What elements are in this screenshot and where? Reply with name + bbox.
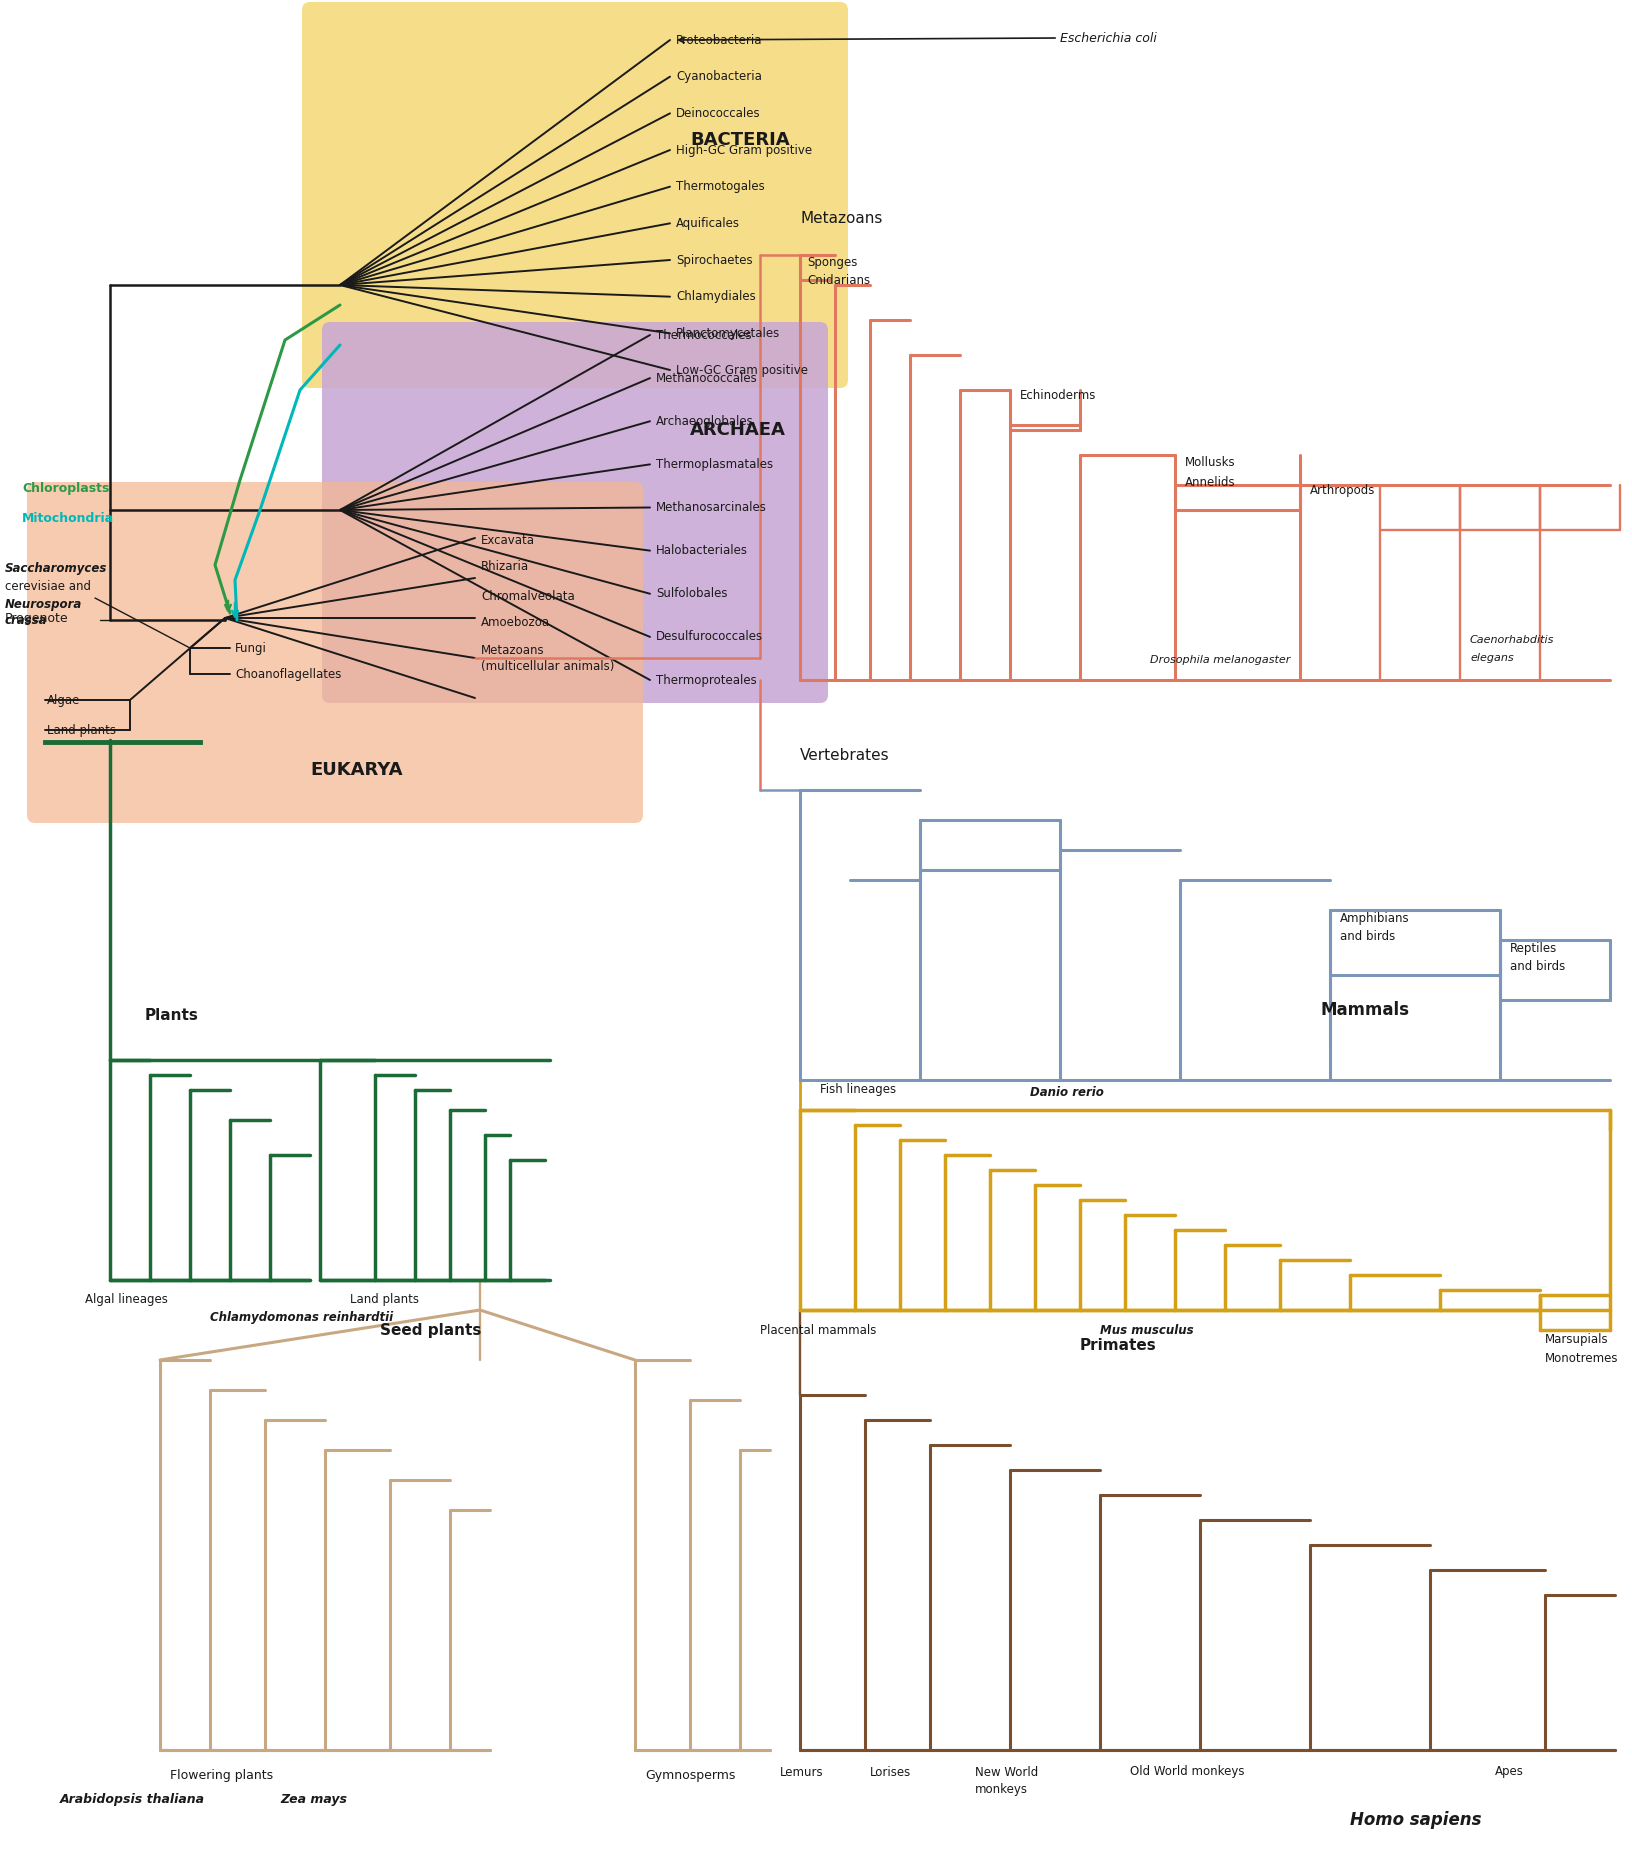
Text: and birds: and birds xyxy=(1340,930,1395,943)
Text: Proteobacteria: Proteobacteria xyxy=(676,33,762,46)
Text: Placental mammals: Placental mammals xyxy=(761,1324,876,1337)
Text: Land plants: Land plants xyxy=(349,1293,419,1306)
Text: Echinoderms: Echinoderms xyxy=(1020,389,1097,402)
Text: Rhizaria: Rhizaria xyxy=(481,560,529,573)
Text: Thermococcales: Thermococcales xyxy=(656,329,752,342)
FancyBboxPatch shape xyxy=(302,2,849,389)
Text: Mammals: Mammals xyxy=(1320,1001,1408,1019)
Text: Planctomycetales: Planctomycetales xyxy=(676,327,780,340)
Text: elegans: elegans xyxy=(1470,653,1513,662)
Text: Caenorhabditis: Caenorhabditis xyxy=(1470,634,1554,645)
Text: Sulfolobales: Sulfolobales xyxy=(656,588,728,601)
Text: Amphibians: Amphibians xyxy=(1340,911,1410,924)
Text: cerevisiae and: cerevisiae and xyxy=(5,580,91,593)
Text: High-GC Gram positive: High-GC Gram positive xyxy=(676,143,813,156)
Text: Chloroplasts: Chloroplasts xyxy=(21,482,109,495)
Text: Annelids: Annelids xyxy=(1185,476,1235,489)
FancyBboxPatch shape xyxy=(322,322,827,703)
Text: Methanosarcinales: Methanosarcinales xyxy=(656,500,767,513)
Text: Metazoans: Metazoans xyxy=(800,210,883,225)
Text: Land plants: Land plants xyxy=(47,724,116,737)
Text: Methanococcales: Methanococcales xyxy=(656,372,757,385)
Text: Arthropods: Arthropods xyxy=(1310,484,1376,497)
Text: Gymnosperms: Gymnosperms xyxy=(645,1769,736,1782)
Text: Chlamydiales: Chlamydiales xyxy=(676,290,756,303)
Text: Plants: Plants xyxy=(145,1008,199,1023)
Text: Fungi: Fungi xyxy=(235,642,268,655)
Text: and birds: and birds xyxy=(1510,960,1565,973)
Text: Old World monkeys: Old World monkeys xyxy=(1129,1765,1245,1778)
Text: Metazoans: Metazoans xyxy=(481,644,545,657)
Text: Seed plants: Seed plants xyxy=(380,1322,481,1337)
Text: Reptiles: Reptiles xyxy=(1510,941,1557,954)
Text: Mus musculus: Mus musculus xyxy=(1100,1324,1193,1337)
Text: Marsupials: Marsupials xyxy=(1546,1334,1609,1347)
Text: Archaeoglobales: Archaeoglobales xyxy=(656,415,754,428)
Text: New World: New World xyxy=(974,1765,1038,1778)
Text: Primates: Primates xyxy=(1080,1337,1157,1352)
Text: Amoebozoa: Amoebozoa xyxy=(481,616,550,629)
Text: Saccharomyces: Saccharomyces xyxy=(5,562,108,575)
Text: Sponges: Sponges xyxy=(806,255,857,268)
Text: Algae: Algae xyxy=(47,694,80,707)
Text: Apes: Apes xyxy=(1495,1765,1524,1778)
Text: Cnidarians: Cnidarians xyxy=(806,273,870,286)
Text: Arabidopsis thaliana: Arabidopsis thaliana xyxy=(60,1793,206,1806)
Text: Zea mays: Zea mays xyxy=(281,1793,348,1806)
Text: Progenote: Progenote xyxy=(5,612,69,625)
Text: Thermoproteales: Thermoproteales xyxy=(656,673,757,686)
Text: Lorises: Lorises xyxy=(870,1765,911,1778)
Text: Thermoplasmatales: Thermoplasmatales xyxy=(656,458,774,471)
Text: Cyanobacteria: Cyanobacteria xyxy=(676,71,762,84)
Text: Vertebrates: Vertebrates xyxy=(800,748,889,763)
Text: Homo sapiens: Homo sapiens xyxy=(1350,1812,1482,1828)
Text: Algal lineages: Algal lineages xyxy=(85,1293,168,1306)
Text: Chromalveolata: Chromalveolata xyxy=(481,590,574,603)
Text: Monotremes: Monotremes xyxy=(1546,1352,1619,1365)
Text: Flowering plants: Flowering plants xyxy=(170,1769,273,1782)
Text: Thermotogales: Thermotogales xyxy=(676,180,765,193)
Text: Lemurs: Lemurs xyxy=(780,1765,824,1778)
Text: Fish lineages: Fish lineages xyxy=(819,1084,896,1097)
Text: ARCHAEA: ARCHAEA xyxy=(690,420,787,439)
Text: monkeys: monkeys xyxy=(974,1784,1028,1797)
Text: BACTERIA: BACTERIA xyxy=(690,130,790,149)
Text: Chlamydomonas reinhardtii: Chlamydomonas reinhardtii xyxy=(211,1311,393,1324)
Text: Mollusks: Mollusks xyxy=(1185,456,1235,469)
Text: Choanoflagellates: Choanoflagellates xyxy=(235,668,341,681)
Text: crassa: crassa xyxy=(5,614,47,627)
Text: Spirochaetes: Spirochaetes xyxy=(676,253,752,266)
Text: Aquificales: Aquificales xyxy=(676,218,739,231)
Text: Danio rerio: Danio rerio xyxy=(1030,1086,1103,1099)
FancyBboxPatch shape xyxy=(28,482,643,822)
Text: Escherichia coli: Escherichia coli xyxy=(1061,32,1157,45)
Text: Mitochondria: Mitochondria xyxy=(21,512,114,525)
Text: Deinococcales: Deinococcales xyxy=(676,106,761,119)
Text: Desulfurococcales: Desulfurococcales xyxy=(656,631,764,644)
Text: EUKARYA: EUKARYA xyxy=(310,761,403,779)
Text: Excavata: Excavata xyxy=(481,534,535,547)
Text: (multicellular animals): (multicellular animals) xyxy=(481,660,614,673)
Text: Drosophila melanogaster: Drosophila melanogaster xyxy=(1151,655,1291,666)
Text: Halobacteriales: Halobacteriales xyxy=(656,545,747,558)
Text: Low-GC Gram positive: Low-GC Gram positive xyxy=(676,363,808,376)
Text: Neurospora: Neurospora xyxy=(5,597,82,610)
